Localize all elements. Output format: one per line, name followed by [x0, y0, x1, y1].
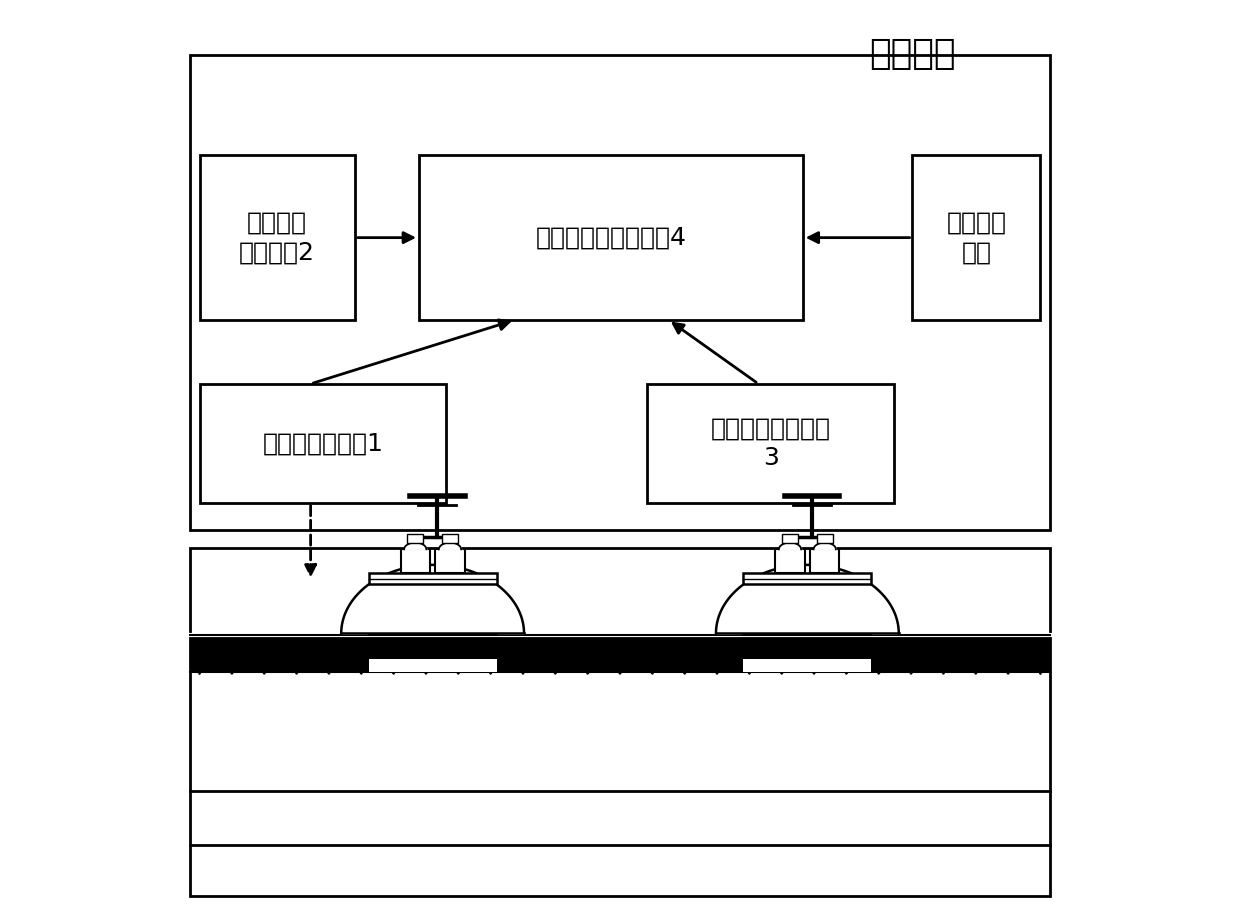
- Bar: [775, 549, 805, 573]
- Bar: [191, 55, 1049, 530]
- Bar: [435, 549, 465, 573]
- Bar: [744, 659, 872, 672]
- Text: 拉绳式位
移传感器2: 拉绳式位 移传感器2: [239, 211, 315, 264]
- Bar: [782, 534, 799, 543]
- Bar: [368, 659, 496, 672]
- Bar: [441, 534, 458, 543]
- Bar: [817, 534, 833, 543]
- Text: 其它检测
单元: 其它检测 单元: [946, 211, 1007, 264]
- Text: 激光位移传感器1: 激光位移传感器1: [263, 431, 383, 455]
- Bar: [200, 155, 355, 320]
- Bar: [401, 549, 430, 573]
- Bar: [810, 549, 839, 573]
- Bar: [368, 573, 496, 584]
- Text: 同步采集与处理单元4: 同步采集与处理单元4: [536, 226, 687, 250]
- Bar: [744, 573, 872, 584]
- Bar: [200, 384, 446, 503]
- Text: 走行距离检测单元
3: 走行距离检测单元 3: [711, 417, 831, 470]
- Bar: [419, 155, 802, 320]
- Text: 轨道车辆: 轨道车辆: [869, 37, 956, 70]
- Bar: [191, 635, 1049, 672]
- Bar: [191, 548, 1049, 896]
- Bar: [913, 155, 1040, 320]
- Bar: [647, 384, 894, 503]
- Bar: [407, 534, 423, 543]
